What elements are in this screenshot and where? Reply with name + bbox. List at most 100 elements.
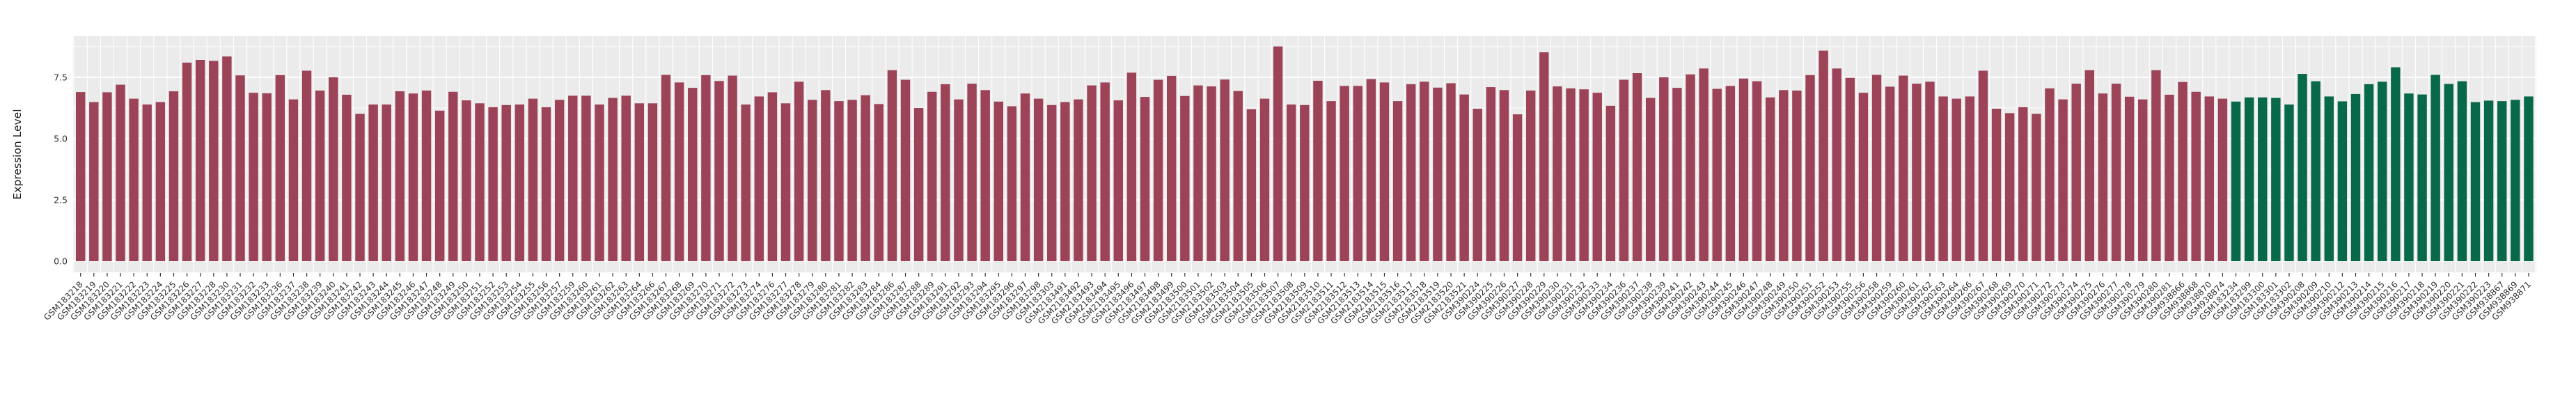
bar (142, 104, 152, 261)
bar (301, 70, 312, 261)
bar (1566, 88, 1576, 261)
bar (89, 102, 99, 261)
bar (1180, 95, 1190, 261)
bar (1525, 91, 1536, 261)
bar (1486, 87, 1496, 261)
bar (714, 81, 724, 261)
bar (1153, 79, 1163, 262)
bar (1512, 114, 1523, 261)
bar (1193, 85, 1203, 261)
bars (76, 46, 2534, 262)
bar (647, 103, 658, 261)
bar (2244, 97, 2254, 261)
bar (1659, 77, 1669, 261)
bar (941, 84, 950, 261)
bar (1287, 104, 1296, 261)
bar (581, 95, 591, 261)
bar (2430, 75, 2440, 261)
bar (2124, 96, 2135, 261)
bar (528, 98, 538, 261)
bar (728, 75, 737, 261)
bar (2271, 98, 2281, 261)
bar (249, 93, 258, 261)
bar (1033, 98, 1044, 261)
bar (1220, 79, 1230, 261)
bar (913, 108, 924, 261)
bar (1446, 83, 1456, 261)
bar (780, 103, 791, 261)
bar (1912, 84, 1922, 261)
bar (2084, 70, 2095, 262)
bar (1645, 98, 1656, 261)
bar (2497, 101, 2507, 261)
bar (1832, 68, 1841, 261)
bar (1273, 46, 1283, 261)
bar (847, 100, 857, 261)
bar (568, 95, 578, 261)
bar (1313, 80, 1323, 261)
bar (2018, 107, 2028, 261)
bar (608, 98, 618, 261)
bar (408, 93, 418, 261)
bar (2138, 99, 2148, 261)
bar (1951, 98, 1961, 261)
bar (421, 91, 432, 261)
bar (834, 101, 844, 261)
bar (1020, 93, 1030, 261)
bar (1871, 75, 1882, 261)
bar (1246, 109, 1257, 261)
bar (76, 92, 86, 261)
bar (1167, 75, 1177, 261)
bar (1725, 86, 1736, 261)
bar (155, 102, 166, 261)
bar (1499, 90, 1509, 261)
bar (2417, 94, 2427, 261)
bar (2483, 100, 2494, 261)
bar (355, 114, 365, 261)
bar (129, 98, 139, 261)
bar (1885, 86, 1895, 261)
bar (767, 92, 778, 261)
bar (2337, 101, 2348, 261)
bar (634, 103, 645, 261)
bar (515, 104, 525, 261)
bar (195, 60, 205, 262)
bar (1619, 79, 1629, 262)
bar (1672, 88, 1682, 261)
bar (222, 56, 232, 261)
bar (2444, 84, 2453, 261)
bar (1100, 82, 1110, 261)
bar (1300, 104, 1310, 261)
bar (2191, 91, 2201, 261)
bar (2178, 81, 2188, 262)
bar (2391, 67, 2401, 262)
bar (1459, 94, 1469, 261)
bar (1353, 86, 1362, 261)
bar (209, 61, 219, 261)
bar (368, 104, 378, 261)
x-axis-labels: GSM183218GSM183219GSM183220GSM183221GSM1… (42, 279, 2533, 326)
bar (2350, 93, 2361, 261)
bar (2111, 84, 2121, 261)
bar (1433, 87, 1443, 261)
bar (2284, 104, 2294, 261)
bar (1819, 50, 1828, 261)
bar (342, 94, 352, 261)
bar (1925, 81, 1935, 261)
bar (1553, 86, 1562, 261)
bar (462, 100, 471, 261)
bar (329, 77, 338, 261)
bar (1978, 70, 1988, 261)
bar (861, 95, 870, 261)
x-axis-ticks (80, 273, 2529, 277)
bar (1632, 73, 1642, 262)
bar (980, 90, 990, 261)
bar (2071, 84, 2081, 261)
bar (488, 107, 498, 261)
bar (2231, 101, 2241, 261)
bar (1699, 68, 1709, 261)
bar (2404, 93, 2414, 261)
bar (1379, 82, 1390, 261)
bar (754, 96, 764, 261)
bar (2204, 96, 2214, 261)
